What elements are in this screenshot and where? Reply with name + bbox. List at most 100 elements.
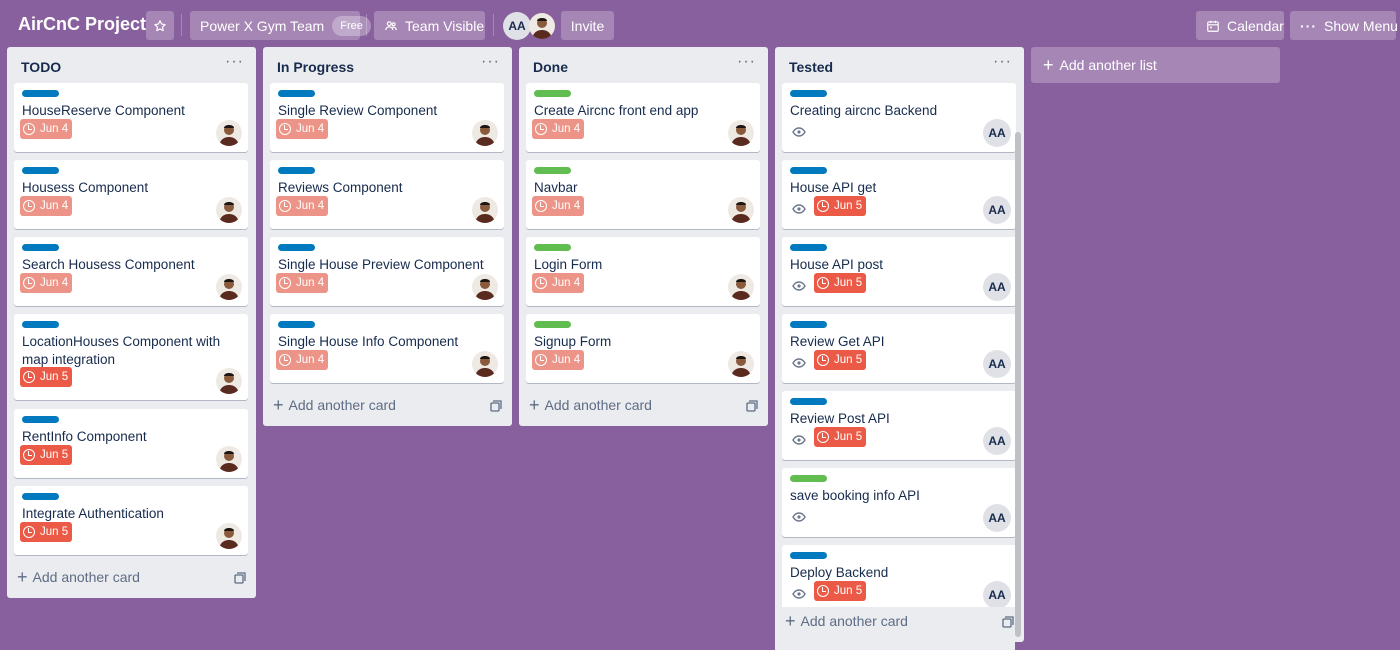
- due-date-badge[interactable]: Jun 5: [814, 581, 867, 601]
- card[interactable]: RentInfo Component Jun 5: [14, 409, 248, 478]
- due-date-badge[interactable]: Jun 4: [532, 196, 585, 216]
- due-date-badge[interactable]: Jun 4: [532, 119, 585, 139]
- add-card-button[interactable]: + Add another card: [15, 563, 248, 591]
- list-title[interactable]: TODO: [21, 59, 62, 75]
- due-date-badge[interactable]: Jun 5: [20, 445, 73, 465]
- list-menu-icon[interactable]: ···: [993, 53, 1012, 70]
- due-date-badge[interactable]: Jun 4: [532, 273, 585, 293]
- due-date-badge[interactable]: Jun 4: [276, 350, 329, 370]
- card[interactable]: Signup Form Jun 4: [526, 314, 760, 383]
- board-title[interactable]: AirCnC Project: [18, 14, 147, 34]
- team-button[interactable]: Power X Gym Team Free: [190, 11, 371, 40]
- member-avatar-photo[interactable]: [472, 351, 498, 377]
- list-title[interactable]: Done: [533, 59, 568, 75]
- member-avatar-photo[interactable]: [728, 120, 754, 146]
- add-card-button[interactable]: + Add another card: [783, 607, 1016, 635]
- due-date-badge[interactable]: Jun 5: [814, 196, 867, 216]
- card[interactable]: House API post Jun 5 AA: [782, 237, 1016, 306]
- member-avatar-photo[interactable]: [216, 446, 242, 472]
- member-avatar-initials[interactable]: AA: [983, 273, 1011, 301]
- card-template-icon[interactable]: [234, 571, 246, 587]
- due-date-badge[interactable]: Jun 4: [20, 196, 73, 216]
- member-avatar-initials[interactable]: AA: [983, 581, 1011, 609]
- member-avatar-photo[interactable]: [216, 523, 242, 549]
- list-title[interactable]: Tested: [789, 59, 834, 75]
- member-avatar-initials[interactable]: AA: [503, 12, 531, 40]
- card-template-icon[interactable]: [1002, 615, 1014, 631]
- card[interactable]: HouseReserve Component Jun 4: [14, 83, 248, 152]
- add-card-button[interactable]: + Add another card: [271, 391, 504, 419]
- card[interactable]: Review Post API Jun 5 AA: [782, 391, 1016, 460]
- card[interactable]: LocationHouses Component with map integr…: [14, 314, 248, 400]
- show-menu-button[interactable]: ··· Show Menu: [1290, 11, 1398, 40]
- card[interactable]: Search Housess Component Jun 4: [14, 237, 248, 306]
- due-date-badge[interactable]: Jun 5: [20, 522, 73, 542]
- member-avatar-photo[interactable]: [529, 13, 555, 39]
- list-menu-icon[interactable]: ···: [481, 53, 500, 70]
- card[interactable]: Housess Component Jun 4: [14, 160, 248, 229]
- list-menu-icon[interactable]: ···: [737, 53, 756, 70]
- card[interactable]: House API get Jun 5 AA: [782, 160, 1016, 229]
- list-in-progress: In Progress ··· Single Review Component Jun…: [263, 47, 512, 426]
- card[interactable]: Reviews Component Jun 4: [270, 160, 504, 229]
- due-date-badge[interactable]: Jun 5: [814, 273, 867, 293]
- member-avatar-photo[interactable]: [216, 274, 242, 300]
- visibility-button[interactable]: Team Visible: [374, 11, 485, 40]
- member-avatar-initials[interactable]: AA: [983, 196, 1011, 224]
- card[interactable]: Review Get API Jun 5 AA: [782, 314, 1016, 383]
- card-label: [22, 167, 59, 174]
- member-avatar-initials[interactable]: AA: [983, 427, 1011, 455]
- card-title: Creating aircnc Backend: [790, 103, 938, 118]
- member-avatar-initials[interactable]: AA: [983, 350, 1011, 378]
- invite-button[interactable]: Invite: [561, 11, 614, 40]
- list-scrollbar[interactable]: [1015, 132, 1021, 637]
- star-button[interactable]: [146, 11, 174, 40]
- add-list-button[interactable]: + Add another list: [1031, 47, 1280, 83]
- plus-icon: +: [17, 567, 28, 587]
- member-avatar-photo[interactable]: [472, 197, 498, 223]
- member-avatar-initials[interactable]: AA: [983, 504, 1011, 532]
- card-label: [278, 167, 315, 174]
- due-date-badge[interactable]: Jun 4: [276, 196, 329, 216]
- due-date-badge[interactable]: Jun 5: [814, 350, 867, 370]
- card[interactable]: Creating aircnc Backend AA: [782, 83, 1016, 152]
- list-title[interactable]: In Progress: [277, 59, 355, 75]
- calendar-button[interactable]: Calendar: [1196, 11, 1284, 40]
- clock-icon: [817, 200, 829, 212]
- due-date-badge[interactable]: Jun 4: [20, 119, 73, 139]
- member-avatar-photo[interactable]: [216, 120, 242, 146]
- due-date-badge[interactable]: Jun 5: [814, 427, 867, 447]
- card[interactable]: Single House Info Component Jun 4: [270, 314, 504, 383]
- clock-icon: [279, 123, 291, 135]
- due-date-text: Jun 5: [834, 200, 863, 212]
- due-date-badge[interactable]: Jun 4: [276, 119, 329, 139]
- card[interactable]: Login Form Jun 4: [526, 237, 760, 306]
- card[interactable]: Single House Preview Component Jun 4: [270, 237, 504, 306]
- due-date-badge[interactable]: Jun 5: [20, 367, 73, 387]
- member-avatar-photo[interactable]: [728, 197, 754, 223]
- list-menu-icon[interactable]: ···: [225, 53, 244, 70]
- card-template-icon[interactable]: [490, 399, 502, 415]
- member-avatar-photo[interactable]: [472, 120, 498, 146]
- card[interactable]: Integrate Authentication Jun 5: [14, 486, 248, 555]
- card[interactable]: Deploy Backend Jun 5 AA: [782, 545, 1016, 614]
- member-avatar-photo[interactable]: [728, 351, 754, 377]
- calendar-icon: [1206, 19, 1220, 33]
- member-avatar-photo[interactable]: [728, 274, 754, 300]
- member-avatar-photo[interactable]: [216, 368, 242, 394]
- add-card-button[interactable]: + Add another card: [527, 391, 760, 419]
- member-avatar-photo[interactable]: [216, 197, 242, 223]
- card-template-icon[interactable]: [746, 399, 758, 415]
- card[interactable]: save booking info API AA: [782, 468, 1016, 537]
- card-title: Create Aircnc front end app: [534, 103, 699, 118]
- due-date-badge[interactable]: Jun 4: [532, 350, 585, 370]
- card[interactable]: Create Aircnc front end app Jun 4: [526, 83, 760, 152]
- card[interactable]: Navbar Jun 4: [526, 160, 760, 229]
- member-avatar-initials[interactable]: AA: [983, 119, 1011, 147]
- due-date-badge[interactable]: Jun 4: [20, 273, 73, 293]
- star-icon: [154, 19, 166, 31]
- clock-icon: [23, 277, 35, 289]
- card[interactable]: Single Review Component Jun 4: [270, 83, 504, 152]
- member-avatar-photo[interactable]: [472, 274, 498, 300]
- due-date-badge[interactable]: Jun 4: [276, 273, 329, 293]
